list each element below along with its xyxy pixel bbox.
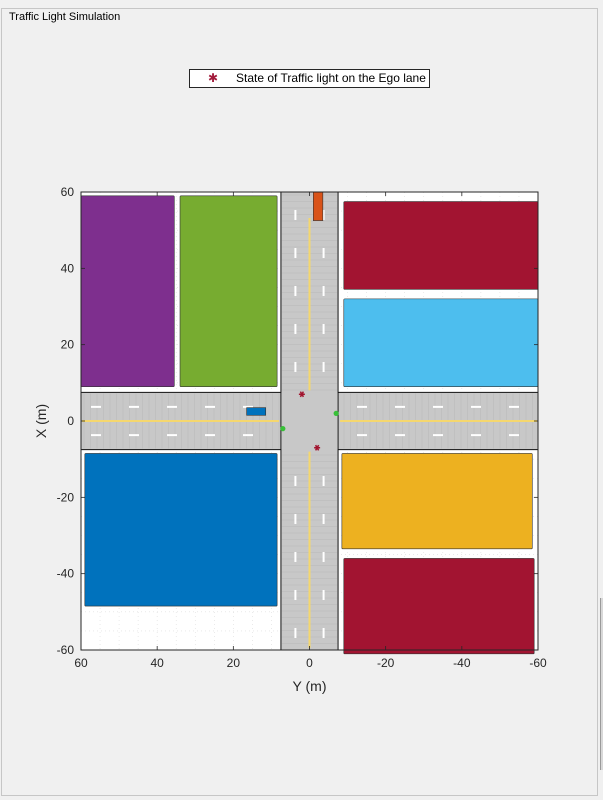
building-purple	[80, 195, 175, 387]
building-maroon	[343, 201, 539, 290]
red-asterisk-icon: ✱	[208, 71, 219, 85]
x-tick-label: 0	[306, 656, 313, 670]
building-maroon	[343, 558, 535, 655]
x-tick-label: -20	[377, 656, 395, 670]
building-yellow	[341, 453, 533, 550]
y-axis-label: X (m)	[33, 404, 49, 438]
orange-vehicle	[313, 191, 324, 221]
x-tick-label: -60	[529, 656, 547, 670]
traffic-light-green	[280, 426, 286, 432]
legend: ✱ State of Traffic light on the Ego lane	[189, 69, 430, 88]
y-tick-label: -40	[57, 567, 75, 581]
y-tick-label: 40	[61, 261, 75, 275]
x-tick-label: -40	[453, 656, 471, 670]
y-tick-label: 60	[61, 185, 75, 199]
traffic-light-simulation-panel: Traffic Light Simulation	[1, 8, 598, 796]
blue-vehicle	[246, 407, 267, 416]
x-axis-label: Y (m)	[293, 678, 327, 694]
x-tick-label: 20	[227, 656, 241, 670]
y-tick-label: -20	[57, 490, 75, 504]
panel-title: Traffic Light Simulation	[7, 10, 123, 24]
intersection	[281, 392, 338, 450]
x-tick-label: 40	[150, 656, 164, 670]
traffic-light-green	[333, 410, 339, 416]
building-green	[179, 195, 278, 387]
y-tick-label: -60	[57, 643, 75, 657]
traffic-light-red	[298, 391, 305, 398]
legend-label: State of Traffic light on the Ego lane	[236, 71, 426, 85]
window-edge-scrollbar[interactable]	[600, 598, 603, 770]
building-light_blue	[343, 298, 539, 387]
traffic-light-red	[314, 444, 321, 451]
y-tick-label: 0	[67, 414, 74, 428]
x-tick-label: 60	[74, 656, 88, 670]
y-tick-label: 20	[61, 338, 75, 352]
building-blue	[84, 453, 278, 607]
